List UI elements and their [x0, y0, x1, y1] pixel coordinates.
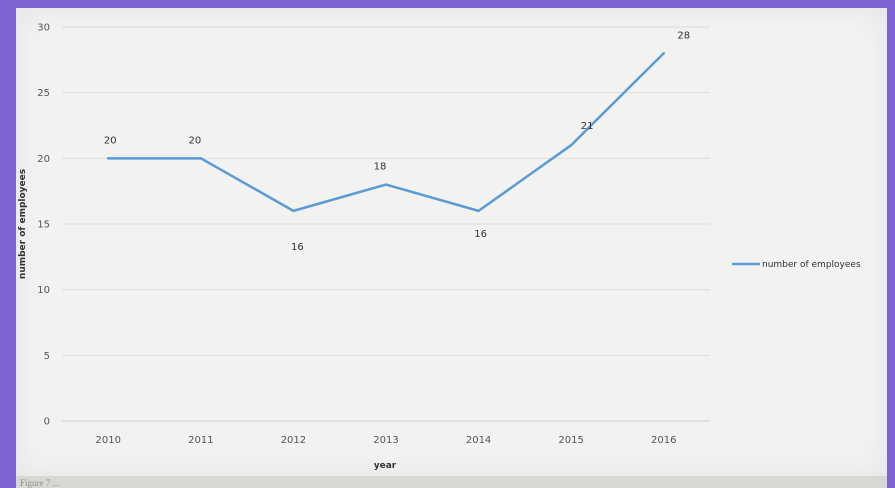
y-tick-label-25: 25 — [37, 88, 50, 99]
data-point-2013 — [384, 183, 388, 186]
y-tick-label-5: 5 — [44, 351, 50, 362]
figure-caption: Figure 7 ... — [20, 478, 60, 488]
data-label-2014: 16 — [474, 229, 487, 240]
data-label-2011: 20 — [188, 135, 201, 146]
data-point-2016 — [662, 52, 665, 55]
y-tick-label-15: 15 — [37, 220, 50, 231]
x-tick-label-2016: 2016 — [651, 435, 676, 446]
data-label-2016: 28 — [677, 30, 690, 41]
series-group — [107, 52, 665, 213]
data-point-2015 — [569, 144, 573, 147]
x-axis-ticks: 2010 2011 2012 2013 2014 2015 2016 — [96, 435, 677, 446]
y-axis-title: number of employees — [18, 169, 28, 279]
data-point-2010 — [107, 157, 110, 160]
data-label-2015: 21 — [581, 121, 594, 132]
x-tick-label-2011: 2011 — [188, 435, 213, 446]
data-label-2012: 16 — [291, 242, 304, 253]
data-label-2010: 20 — [104, 135, 117, 146]
figure-caption-strip: Figure 7 ... — [16, 476, 887, 488]
data-point-2011 — [199, 157, 203, 160]
x-tick-label-2014: 2014 — [466, 435, 491, 446]
data-point-2014 — [477, 209, 480, 213]
x-tick-label-2012: 2012 — [281, 435, 306, 446]
x-axis-title: year — [374, 461, 397, 471]
gridlines — [62, 26, 710, 356]
y-tick-label-0: 0 — [44, 417, 50, 428]
x-tick-label-2010: 2010 — [96, 435, 121, 446]
data-labels: 20 20 16 18 16 21 28 — [104, 30, 690, 253]
y-tick-label-30: 30 — [37, 23, 50, 34]
data-label-2013: 18 — [374, 162, 387, 173]
y-tick-label-10: 10 — [37, 285, 50, 296]
y-axis-ticks: 0 5 10 15 20 25 30 — [37, 23, 50, 428]
chart-frame — [16, 8, 887, 476]
x-tick-label-2013: 2013 — [373, 435, 398, 446]
data-point-2012 — [292, 209, 295, 213]
legend: number of employees — [732, 260, 861, 270]
legend-label: number of employees — [762, 260, 861, 270]
y-tick-label-20: 20 — [37, 154, 50, 165]
x-tick-label-2015: 2015 — [558, 435, 583, 446]
